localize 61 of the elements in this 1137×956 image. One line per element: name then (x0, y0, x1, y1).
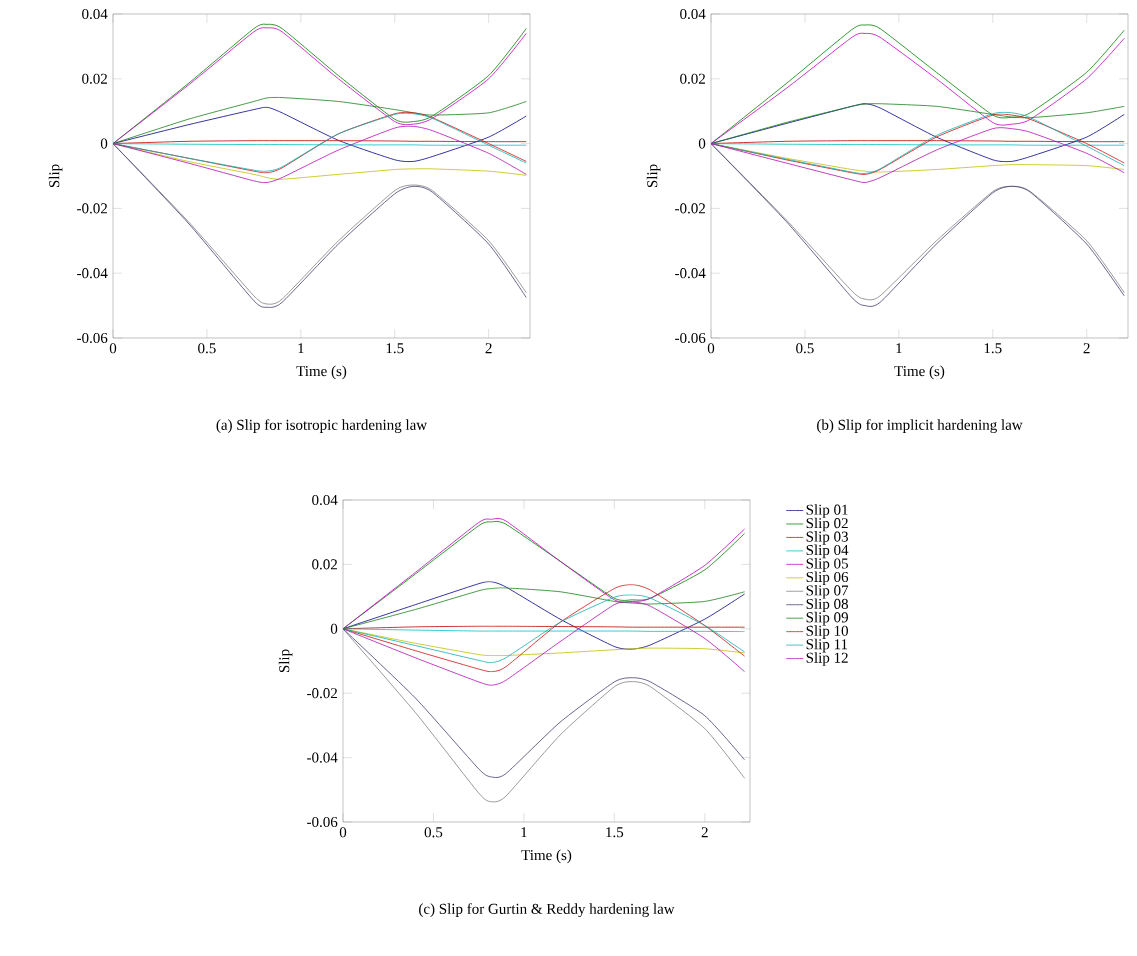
x-tick-label: 0.5 (424, 827, 443, 838)
y-tick-label: 0.02 (680, 73, 705, 84)
line-series (343, 587, 745, 630)
line-series (113, 125, 527, 183)
line-series (343, 594, 745, 664)
y-tick-label: -0.04 (675, 268, 706, 279)
x-tick-label: 0.5 (796, 343, 814, 354)
y-tick-label: -0.04 (307, 752, 338, 763)
legend-label: Slip 03 (806, 531, 848, 545)
y-axis-title: Slip (646, 164, 661, 188)
x-tick-label: 2 (1083, 343, 1090, 354)
y-tick-label: -0.02 (307, 688, 337, 699)
x-tick-label: 1 (521, 827, 527, 838)
legend-label: Slip 02 (806, 517, 848, 532)
y-tick-label: -0.02 (77, 203, 107, 214)
x-axis-title: Time (s) (521, 849, 572, 864)
x-tick-label: 0.5 (198, 343, 216, 354)
line-series (113, 97, 527, 144)
y-tick-label: 0.04 (82, 8, 108, 20)
x-tick-label: 2 (485, 343, 492, 354)
y-tick-label: 0 (330, 623, 338, 634)
x-tick-label: 2 (701, 827, 708, 838)
legend-label: Slip 07 (806, 584, 849, 599)
legend-label: Slip 05 (806, 558, 848, 572)
text: (c) Slip for Gurtin & Reddy hardening law (419, 903, 675, 917)
legend-label: Slip 06 (806, 571, 849, 586)
y-tick-label: 0.04 (312, 494, 338, 506)
x-tick-label: 0 (339, 827, 347, 838)
legend-label: Slip 11 (806, 638, 848, 653)
legend-label: Slip 12 (806, 652, 848, 666)
y-tick-label: -0.02 (675, 203, 705, 214)
legend-label: Slip 01 (806, 504, 848, 518)
line-series (343, 601, 745, 686)
y-tick-label: -0.04 (77, 268, 108, 279)
x-tick-label: 0 (109, 343, 117, 354)
y-tick-label: -0.06 (77, 332, 108, 344)
y-tick-label: 0.04 (680, 8, 706, 20)
x-tick-label: 1 (298, 343, 304, 354)
y-tick-label: 0.02 (312, 559, 337, 570)
y-axis-title: Slip (48, 164, 63, 188)
x-tick-label: 1.5 (606, 827, 624, 838)
x-axis-title: Time (s) (894, 365, 945, 380)
line-series (711, 103, 1125, 144)
legend-label: Slip 10 (806, 625, 848, 639)
y-tick-label: 0 (100, 138, 108, 149)
legend-label: Slip 04 (806, 544, 849, 559)
legend-label: Slip 09 (806, 611, 848, 626)
text: (a) Slip for isotropic hardening law (216, 419, 428, 433)
x-tick-label: 1.5 (984, 343, 1002, 354)
x-tick-label: 1.5 (386, 343, 404, 354)
y-tick-label: -0.06 (307, 816, 338, 828)
legend-label: Slip 08 (806, 598, 848, 612)
line-series (711, 127, 1125, 183)
x-tick-label: 0 (707, 343, 715, 354)
x-axis-title: Time (s) (296, 365, 347, 380)
y-tick-label: -0.06 (675, 332, 706, 344)
text: (b) Slip for implicit hardening law (817, 419, 1023, 433)
y-tick-label: 0.02 (82, 73, 107, 84)
x-tick-label: 1 (896, 343, 902, 354)
y-axis-title: Slip (278, 649, 293, 673)
y-tick-label: 0 (698, 138, 706, 149)
